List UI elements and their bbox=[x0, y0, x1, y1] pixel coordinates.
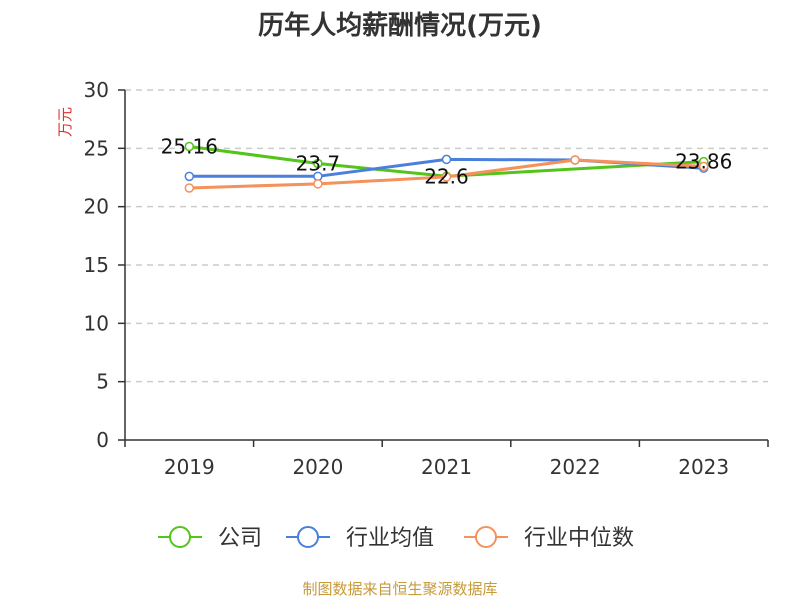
x-tick-label: 2023 bbox=[678, 455, 729, 479]
y-tick-label: 20 bbox=[84, 195, 109, 219]
legend-marker bbox=[297, 526, 319, 548]
data-label: 23.86 bbox=[675, 150, 732, 174]
grid-lines bbox=[125, 89, 768, 383]
legend-item-0[interactable]: 公司 bbox=[158, 526, 262, 551]
legend-marker bbox=[169, 526, 191, 548]
data-point[interactable] bbox=[313, 158, 323, 169]
data-labels: 25.16 23.7 22.6 23.86 bbox=[161, 134, 733, 188]
data-point[interactable] bbox=[698, 161, 709, 172]
y-tick-label: 10 bbox=[84, 311, 109, 335]
data-label: 22.6 bbox=[424, 164, 469, 188]
source-note: 制图数据来自恒生聚源数据库 bbox=[302, 580, 497, 598]
legend-label: 公司 bbox=[218, 526, 262, 551]
x-tick-label: 2021 bbox=[421, 455, 472, 479]
legend-label: 行业均值 bbox=[346, 526, 434, 551]
data-point[interactable] bbox=[441, 154, 452, 165]
legend-item-2[interactable]: 行业中位数 bbox=[464, 526, 634, 551]
x-tick-label: 2019 bbox=[164, 455, 215, 479]
legend[interactable]: 公司 行业均值 行业中位数 bbox=[158, 526, 634, 551]
data-point[interactable] bbox=[441, 172, 452, 182]
y-tick-label: 15 bbox=[84, 253, 109, 277]
data-point[interactable] bbox=[570, 155, 580, 165]
x-tick-label: 2020 bbox=[292, 455, 343, 479]
series-lines bbox=[184, 141, 709, 193]
legend-label: 行业中位数 bbox=[524, 526, 634, 551]
legend-marker bbox=[475, 526, 497, 548]
data-label: 23.7 bbox=[296, 152, 341, 176]
y-tick-label: 30 bbox=[84, 78, 109, 102]
y-tick-label: 25 bbox=[84, 136, 109, 160]
data-point[interactable] bbox=[184, 141, 195, 152]
axes: 0 5 10 15 20 25 30 2019 2020 2021 2022 2023 bbox=[84, 78, 769, 479]
data-point[interactable] bbox=[184, 183, 195, 193]
x-tick-label: 2022 bbox=[550, 455, 601, 479]
data-label: 25.16 bbox=[161, 134, 218, 158]
y-axis-label: 万元 bbox=[56, 107, 74, 137]
series-line-0 bbox=[189, 145, 704, 178]
y-tick-label: 5 bbox=[96, 370, 109, 394]
y-tick-label: 0 bbox=[96, 428, 109, 452]
data-point[interactable] bbox=[313, 179, 323, 189]
data-point[interactable] bbox=[184, 171, 195, 182]
chart-title: 历年人均薪酬情况(万元) bbox=[258, 10, 542, 41]
legend-item-1[interactable]: 行业均值 bbox=[286, 526, 434, 551]
